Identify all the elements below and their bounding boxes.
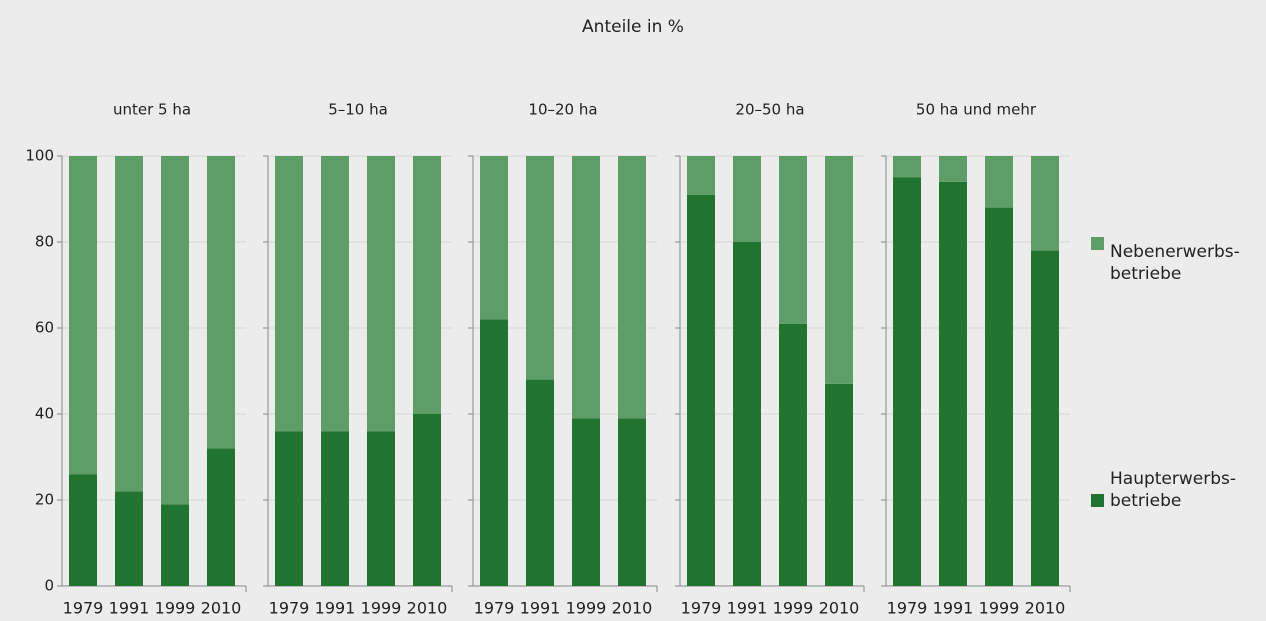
bar-segment bbox=[69, 156, 97, 475]
x-tick-label: 1999 bbox=[361, 599, 402, 618]
x-tick-label: 1991 bbox=[520, 599, 561, 618]
bar-segment bbox=[985, 207, 1013, 586]
x-tick-label: 1979 bbox=[887, 599, 928, 618]
bar-segment bbox=[321, 156, 349, 432]
x-tick-label: 1999 bbox=[566, 599, 607, 618]
x-tick-label: 1991 bbox=[933, 599, 974, 618]
panel-title: unter 5 ha bbox=[113, 101, 191, 119]
x-tick-label: 2010 bbox=[407, 599, 448, 618]
bar-segment bbox=[115, 156, 143, 492]
bar-segment bbox=[893, 156, 921, 178]
bar-segment bbox=[687, 194, 715, 586]
x-tick-label: 1979 bbox=[474, 599, 515, 618]
x-tick-label: 1999 bbox=[155, 599, 196, 618]
bar-segment bbox=[207, 448, 235, 586]
bar-segment bbox=[985, 156, 1013, 208]
y-tick-label: 0 bbox=[44, 577, 54, 595]
y-tick-label: 40 bbox=[35, 405, 54, 423]
x-tick-label: 1979 bbox=[269, 599, 310, 618]
bar-segment bbox=[825, 383, 853, 586]
bar-segment bbox=[779, 323, 807, 586]
legend-swatch bbox=[1091, 237, 1104, 250]
bar-segment bbox=[526, 379, 554, 586]
bar-segment bbox=[480, 319, 508, 586]
bar-segment bbox=[939, 181, 967, 587]
x-tick-label: 1991 bbox=[315, 599, 356, 618]
bar-segment bbox=[733, 242, 761, 586]
bar-segment bbox=[1031, 250, 1059, 586]
x-tick-label: 1999 bbox=[773, 599, 814, 618]
bar-segment bbox=[275, 431, 303, 586]
y-tick-label: 100 bbox=[25, 147, 54, 165]
bar-segment bbox=[572, 156, 600, 419]
bar-segment bbox=[893, 177, 921, 586]
bar-segment bbox=[367, 431, 395, 586]
bar-segment bbox=[687, 156, 715, 195]
bar-segment bbox=[939, 156, 967, 182]
x-tick-label: 1999 bbox=[979, 599, 1020, 618]
bar-segment bbox=[161, 156, 189, 505]
bar-segment bbox=[275, 156, 303, 432]
bar-segment bbox=[526, 156, 554, 380]
y-tick-label: 60 bbox=[35, 319, 54, 337]
legend-swatch bbox=[1091, 494, 1104, 507]
x-tick-label: 2010 bbox=[819, 599, 860, 618]
bar-segment bbox=[618, 418, 646, 586]
x-tick-label: 2010 bbox=[201, 599, 242, 618]
chart-title: Anteile in % bbox=[582, 17, 684, 37]
x-tick-label: 1979 bbox=[63, 599, 104, 618]
panel-title: 20–50 ha bbox=[735, 101, 804, 119]
bar-segment bbox=[161, 504, 189, 586]
bar-segment bbox=[825, 156, 853, 384]
x-tick-label: 1991 bbox=[109, 599, 150, 618]
legend-label: Haupterwerbs- betriebe bbox=[1110, 469, 1237, 511]
bar-segment bbox=[618, 156, 646, 419]
x-tick-label: 2010 bbox=[612, 599, 653, 618]
y-tick-label: 20 bbox=[35, 491, 54, 509]
bar-segment bbox=[572, 418, 600, 586]
bar-segment bbox=[480, 156, 508, 320]
bar-segment bbox=[413, 156, 441, 414]
bar-segment bbox=[321, 431, 349, 586]
x-tick-label: 1979 bbox=[681, 599, 722, 618]
legend-label: Nebenerwerbs- betriebe bbox=[1110, 242, 1240, 284]
bar-segment bbox=[69, 474, 97, 586]
bar-segment bbox=[367, 156, 395, 432]
x-tick-label: 2010 bbox=[1025, 599, 1066, 618]
y-tick-label: 80 bbox=[35, 233, 54, 251]
panel-title: 10–20 ha bbox=[528, 101, 597, 119]
bar-segment bbox=[207, 156, 235, 449]
panel-title: 5–10 ha bbox=[328, 101, 388, 119]
bar-segment bbox=[115, 491, 143, 586]
bar-segment bbox=[779, 156, 807, 324]
panel-title: 50 ha und mehr bbox=[916, 101, 1037, 119]
bar-segment bbox=[733, 156, 761, 242]
x-tick-label: 1991 bbox=[727, 599, 768, 618]
bar-segment bbox=[1031, 156, 1059, 251]
bar-segment bbox=[413, 414, 441, 586]
